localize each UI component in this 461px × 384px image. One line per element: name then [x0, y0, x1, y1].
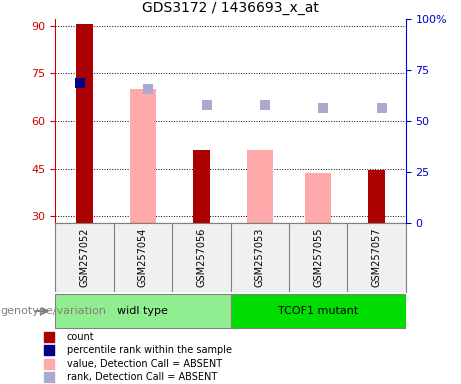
Text: value, Detection Call = ABSENT: value, Detection Call = ABSENT — [67, 359, 222, 369]
Bar — [76, 24, 93, 223]
Text: genotype/variation: genotype/variation — [0, 306, 106, 316]
Bar — [230, 294, 406, 328]
Text: GSM257055: GSM257055 — [313, 228, 323, 287]
Text: rank, Detection Call = ABSENT: rank, Detection Call = ABSENT — [67, 372, 217, 382]
Text: GSM257057: GSM257057 — [372, 228, 382, 287]
Text: GSM257052: GSM257052 — [79, 228, 89, 287]
Text: GSM257054: GSM257054 — [138, 228, 148, 287]
Text: count: count — [67, 332, 95, 342]
Bar — [247, 150, 273, 223]
Text: GSM257056: GSM257056 — [196, 228, 207, 287]
Text: percentile rank within the sample: percentile rank within the sample — [67, 345, 232, 356]
Bar — [55, 294, 230, 328]
Text: GSM257053: GSM257053 — [254, 228, 265, 287]
Text: TCOF1 mutant: TCOF1 mutant — [278, 306, 358, 316]
Title: GDS3172 / 1436693_x_at: GDS3172 / 1436693_x_at — [142, 2, 319, 15]
Bar — [305, 174, 331, 223]
Bar — [193, 150, 210, 223]
Text: widl type: widl type — [118, 306, 168, 316]
Bar — [130, 89, 156, 223]
Bar — [368, 170, 385, 223]
